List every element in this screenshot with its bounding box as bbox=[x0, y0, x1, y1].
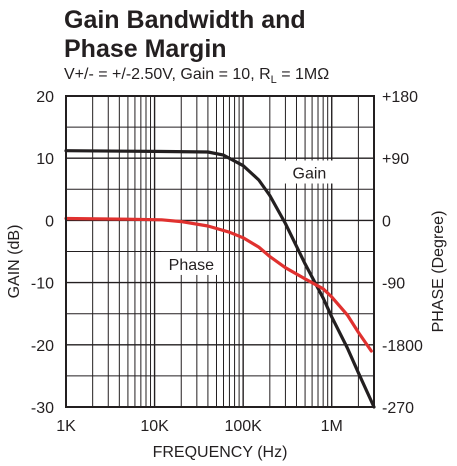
x-tick-label: 100K bbox=[224, 418, 262, 435]
subtitle-prefix: V+/- = +/-2.50V, Gain = 10, R bbox=[64, 66, 271, 83]
gain-label-bg bbox=[284, 160, 335, 184]
phase-label-bg bbox=[161, 251, 222, 275]
y2-tick-label: 0 bbox=[382, 213, 391, 230]
y-tick-label: -20 bbox=[31, 338, 54, 355]
y2-tick-label: +180 bbox=[382, 89, 418, 106]
phase-series-line bbox=[64, 216, 373, 353]
y-tick-label: -10 bbox=[31, 276, 54, 293]
labels-layer: 1K 10K 100K 1M 20 10 0 -10 -20 -30 +180 +90 0 -90 -180… bbox=[6, 89, 447, 461]
chart-title-line1: Gain Bandwidth and bbox=[64, 6, 306, 34]
y2-axis-label: PHASE (Degree) bbox=[430, 211, 447, 333]
phase-series-label: Phase bbox=[169, 257, 214, 274]
chart-subtitle: V+/- = +/-2.50V, Gain = 10, RL = 1MΩ bbox=[64, 66, 329, 89]
y-tick-label: 10 bbox=[36, 151, 54, 168]
plot-frame bbox=[65, 95, 375, 408]
subtitle-subscript: L bbox=[270, 74, 277, 87]
minor-gridlines bbox=[66, 96, 374, 407]
y2-tick-label: +90 bbox=[382, 151, 409, 168]
x-tick-label: 1M bbox=[321, 418, 343, 435]
y-tick-label: 20 bbox=[36, 89, 54, 106]
gain-series-label: Gain bbox=[293, 166, 327, 183]
x-tick-label: 1K bbox=[56, 418, 76, 435]
y-tick-label: 0 bbox=[45, 213, 54, 230]
gain-series-line bbox=[64, 149, 376, 409]
y-axis-label: GAIN (dB) bbox=[6, 225, 23, 299]
series-layer bbox=[64, 149, 376, 409]
chart-title-line2: Phase Margin bbox=[64, 35, 227, 63]
x-tick-label: 10K bbox=[140, 418, 169, 435]
x-axis-label: FREQUENCY (Hz) bbox=[153, 444, 288, 461]
y2-tick-label: -90 bbox=[382, 276, 405, 293]
subtitle-suffix: = 1MΩ bbox=[276, 66, 330, 83]
y2-tick-label: -270 bbox=[382, 400, 414, 417]
y-tick-label: -30 bbox=[31, 400, 54, 417]
y2-tick-label: -1800 bbox=[382, 338, 423, 355]
